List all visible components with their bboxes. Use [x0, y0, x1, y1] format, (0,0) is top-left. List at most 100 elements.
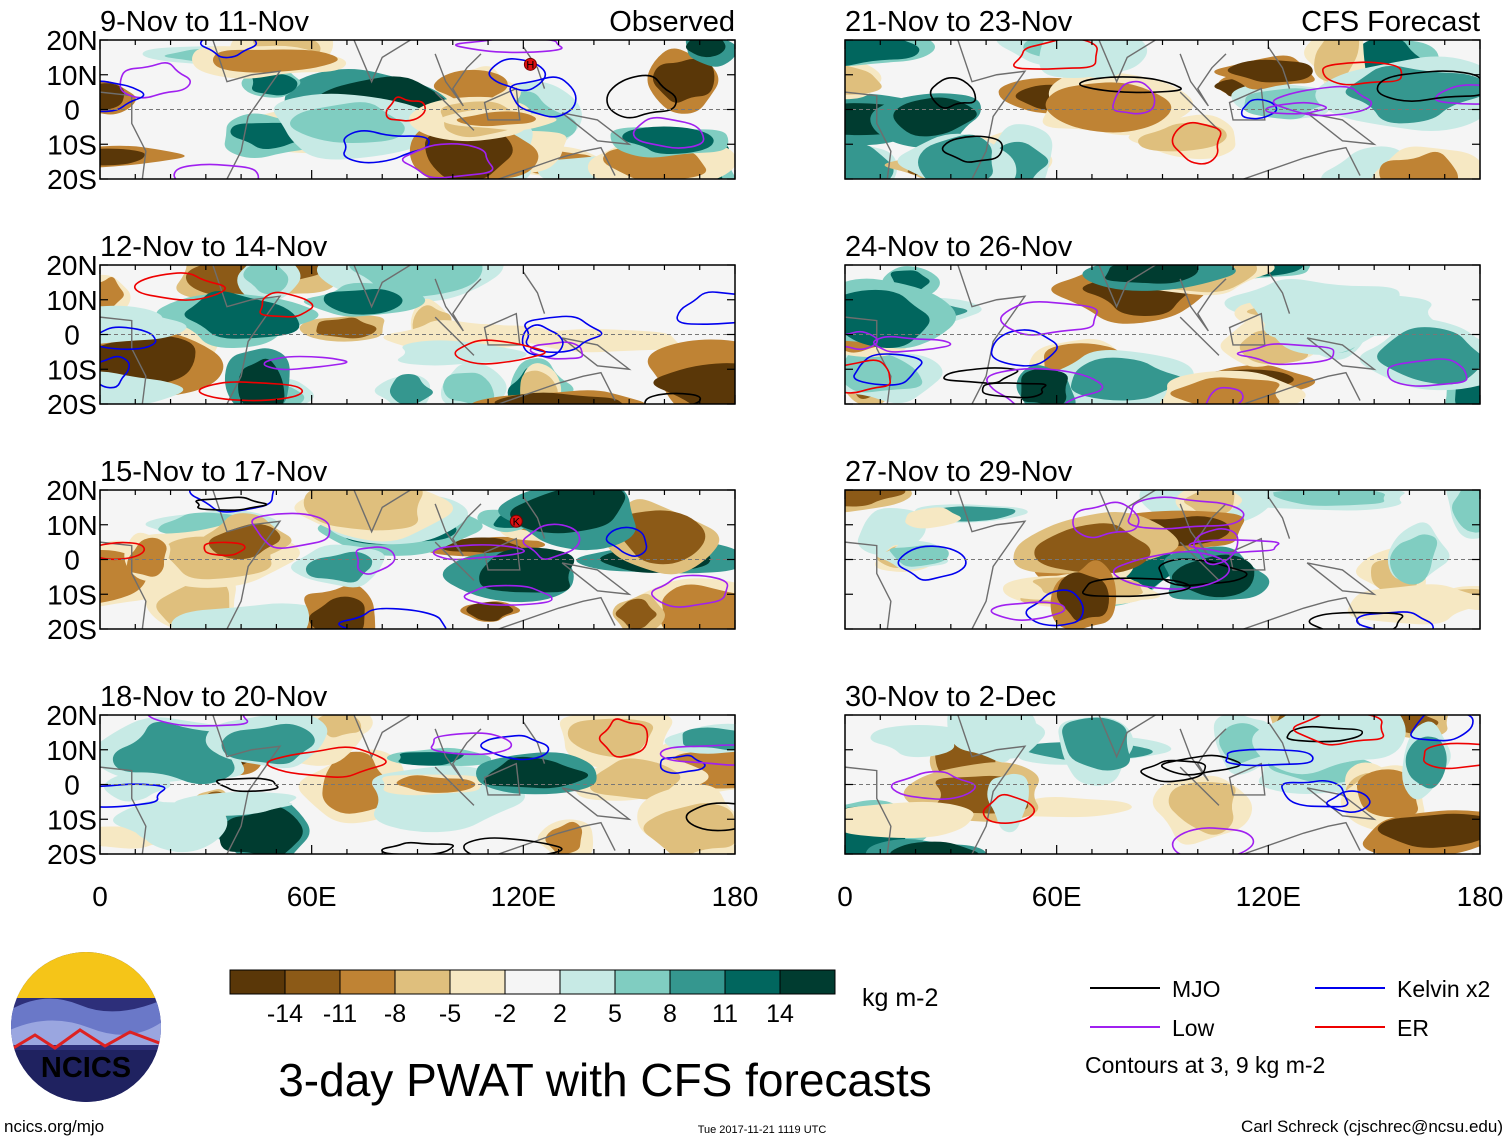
- anomaly-blob: [219, 806, 303, 854]
- colorbar-swatch: [284, 969, 341, 995]
- anomaly-blob: [238, 358, 285, 404]
- anomaly-blob: [845, 143, 894, 179]
- contour-line: [598, 718, 649, 758]
- anomaly-blob: [208, 523, 281, 560]
- contour-line: [1193, 528, 1239, 566]
- anomaly-blob: [100, 375, 168, 402]
- coastline: [561, 562, 632, 596]
- panel-forecast-1: 21-Nov to 23-Nov CFS Forecast: [844, 6, 1481, 180]
- colorbar-swatch: [669, 969, 726, 995]
- coastline: [1179, 53, 1227, 107]
- lat-tick-label: 10N: [46, 285, 97, 316]
- contour-line: [990, 601, 1066, 621]
- anomaly-blob: [323, 289, 403, 315]
- legend-label: Kelvin x2: [1397, 976, 1490, 1002]
- anomaly-blob: [112, 778, 162, 796]
- anomaly-blob: [456, 111, 536, 127]
- contour-line: [1079, 76, 1182, 94]
- coastline: [212, 490, 282, 629]
- anomaly-blob: [1379, 151, 1459, 179]
- lat-tick-label: 20S: [47, 164, 97, 195]
- contour-line: [1081, 577, 1191, 598]
- logo-line: [11, 1028, 161, 1052]
- coastline: [1098, 265, 1156, 309]
- contour-line: [1292, 715, 1385, 746]
- contour-line: [263, 355, 348, 371]
- coastline: [957, 490, 1027, 629]
- panel-period: 30-Nov to 2-Dec: [845, 681, 1056, 713]
- contour-note: Contours at 3, 9 kg m-2: [1085, 1052, 1325, 1078]
- contour-line: [385, 96, 426, 122]
- coastline: [353, 265, 411, 309]
- anomaly-blob: [1170, 377, 1280, 404]
- contour-line: [1236, 343, 1335, 366]
- pwat-field: [845, 265, 1480, 404]
- contour-line: [401, 143, 494, 179]
- anomaly-blob: [1370, 586, 1463, 616]
- coastline: [845, 766, 892, 854]
- contour-line: [685, 802, 735, 832]
- pwat-field: [100, 715, 735, 854]
- panel-period: 15-Nov to 17-Nov: [100, 456, 328, 488]
- anomaly-blob: [398, 752, 465, 766]
- panel-period: 27-Nov to 29-Nov: [845, 456, 1073, 488]
- contour-line: [524, 315, 603, 354]
- colorbar-swatch: [559, 969, 616, 995]
- site-url[interactable]: ncics.org/mjo: [4, 1117, 104, 1136]
- anomaly-blob: [890, 841, 979, 854]
- anomaly-blob: [195, 794, 293, 813]
- coastline: [1228, 762, 1266, 796]
- anomaly-blob: [685, 40, 726, 58]
- anomaly-blob: [845, 65, 882, 95]
- contour-line: [644, 392, 702, 404]
- anomaly-blob: [603, 146, 707, 179]
- lon-tick-label: 120E: [491, 881, 556, 912]
- anomaly-blob: [251, 73, 298, 96]
- anomaly-blob: [1034, 800, 1124, 817]
- anomaly-blob: [885, 729, 949, 751]
- contour-line: [1281, 779, 1349, 808]
- coastline: [1243, 821, 1361, 854]
- anomaly-blob: [1260, 290, 1378, 348]
- anomaly-blob: [433, 69, 508, 105]
- lon-tick-label: 120E: [1236, 881, 1301, 912]
- pwat-field: [845, 490, 1480, 629]
- coastline: [957, 715, 1027, 854]
- contour-line: [454, 40, 563, 54]
- lat-tick-label: 10S: [47, 804, 97, 835]
- coastline: [1228, 537, 1266, 571]
- lon-tick-label: 60E: [1032, 881, 1082, 912]
- pwat-field: [845, 715, 1480, 854]
- coastline: [212, 40, 282, 179]
- coastline: [212, 715, 282, 854]
- contour-line: [100, 80, 145, 113]
- contour-line: [1000, 301, 1098, 336]
- contour-line: [480, 734, 550, 761]
- coastline: [483, 762, 521, 796]
- contour-legend: MJO Low Kelvin x2 ER Contours at 3, 9 kg m-2: [1085, 976, 1490, 1078]
- anomaly-blob: [184, 290, 300, 339]
- contour-line: [1158, 558, 1248, 587]
- contour-line: [941, 135, 1004, 163]
- contour-line: [1171, 121, 1222, 165]
- coastline: [498, 146, 616, 179]
- colorbar-label: -2: [494, 1000, 516, 1028]
- coastline: [498, 821, 616, 854]
- contour-line: [676, 291, 735, 325]
- lat-tick-label: 10S: [47, 579, 97, 610]
- coastline: [483, 87, 521, 121]
- contour-line: [943, 367, 1019, 384]
- anomaly-blob: [1377, 813, 1480, 848]
- contour-line: [606, 74, 677, 119]
- panel-period: 12-Nov to 14-Nov: [100, 231, 328, 263]
- anomaly-blob: [845, 40, 920, 66]
- contour-line: [872, 335, 952, 353]
- logo-text: NCICS: [41, 1052, 131, 1084]
- coastline: [1179, 766, 1220, 806]
- anomaly-blob: [1168, 781, 1236, 835]
- colorbar-label: -11: [323, 1000, 357, 1028]
- anomaly-blob: [100, 83, 125, 110]
- anomaly-blob: [1345, 65, 1480, 124]
- coastline: [1243, 371, 1361, 404]
